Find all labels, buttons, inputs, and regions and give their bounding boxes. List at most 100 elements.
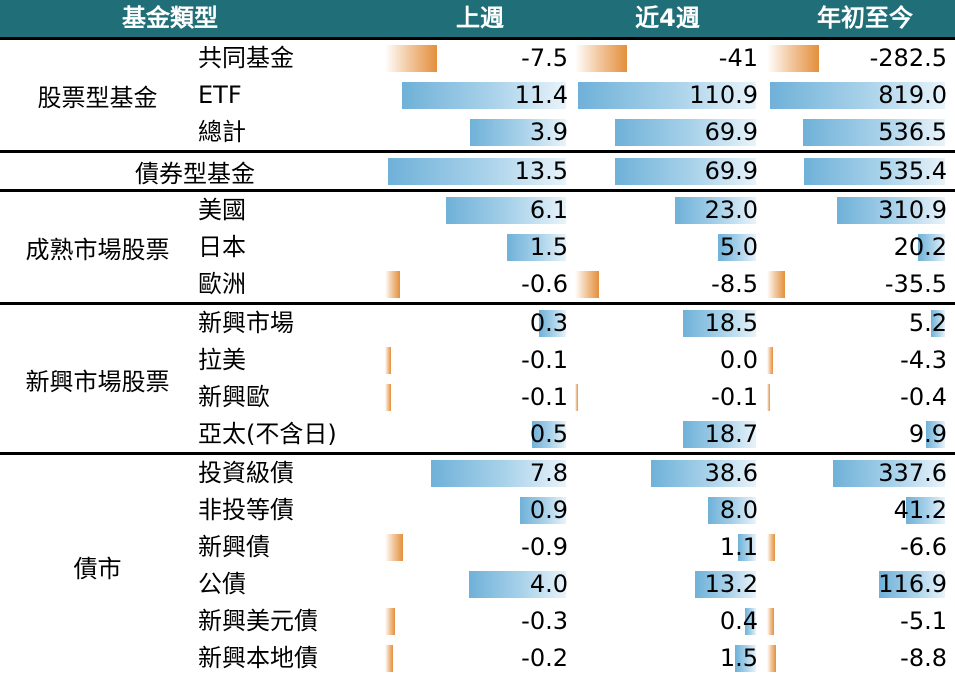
flow-value: 110.9 xyxy=(689,81,758,109)
flow-value: 20.2 xyxy=(893,233,947,261)
row-label: 投資級債 xyxy=(198,459,294,487)
row-label: 拉美 xyxy=(198,346,246,374)
group-label: 債券型基金 xyxy=(135,160,255,188)
value-cell-week: -0.2 xyxy=(385,640,568,677)
flow-value: 69.9 xyxy=(704,118,758,146)
positive-flow-bar xyxy=(615,119,756,146)
group-label: 股票型基金 xyxy=(37,84,158,112)
flow-value: 69.9 xyxy=(704,157,758,185)
positive-flow-bar xyxy=(735,645,756,672)
flow-value: 535.4 xyxy=(878,157,947,185)
flow-value: -41 xyxy=(718,44,758,72)
group-label: 債市 xyxy=(73,554,122,583)
group-separator xyxy=(0,189,955,192)
flow-value: 337.6 xyxy=(878,459,947,487)
value-cell-ytd: -5.1 xyxy=(767,603,947,640)
value-cell-week: -0.6 xyxy=(385,266,568,303)
positive-flow-bar xyxy=(833,460,945,487)
flow-value: 23.0 xyxy=(704,196,758,224)
positive-flow-bar xyxy=(804,158,945,185)
value-cell-week: 11.4 xyxy=(385,77,568,114)
flow-value: -8.8 xyxy=(900,644,947,672)
row-label: 新興市場 xyxy=(198,309,294,337)
value-cell-four-week: 18.7 xyxy=(575,416,758,453)
negative-flow-bar xyxy=(385,534,403,561)
negative-flow-bar xyxy=(575,384,578,411)
positive-flow-bar xyxy=(470,119,566,146)
value-cell-week: -0.1 xyxy=(385,342,568,379)
row-label: 日本 xyxy=(198,233,246,261)
value-cell-week: 0.3 xyxy=(385,305,568,342)
positive-flow-bar xyxy=(745,608,756,635)
value-cell-ytd: -6.6 xyxy=(767,529,947,566)
value-cell-week: 7.8 xyxy=(385,455,568,492)
flow-value: 7.8 xyxy=(529,459,568,487)
group-separator xyxy=(0,37,955,40)
flow-value: -0.6 xyxy=(521,270,568,298)
negative-flow-bar xyxy=(385,384,391,411)
positive-flow-bar xyxy=(578,82,756,109)
value-cell-four-week: -41 xyxy=(575,40,758,77)
positive-flow-bar xyxy=(388,158,566,185)
negative-flow-bar xyxy=(767,384,770,411)
value-cell-ytd: 535.4 xyxy=(767,153,947,190)
positive-flow-bar xyxy=(446,197,566,224)
value-cell-week: 3.9 xyxy=(385,114,568,151)
flow-value: 8.0 xyxy=(719,496,758,524)
flow-value: -4.3 xyxy=(900,346,947,374)
value-cell-ytd: 819.0 xyxy=(767,77,947,114)
group-separator xyxy=(0,452,955,455)
flow-value: 0.0 xyxy=(719,346,758,374)
header-last-week: 上週 xyxy=(456,4,504,32)
flow-value: 9.9 xyxy=(908,420,947,448)
value-cell-week: -7.5 xyxy=(385,40,568,77)
negative-flow-bar xyxy=(385,45,437,72)
row-label: 亞太(不含日) xyxy=(198,420,337,448)
row-label: 共同基金 xyxy=(198,44,294,72)
value-cell-week: 0.5 xyxy=(385,416,568,453)
flow-value: -0.1 xyxy=(521,346,568,374)
value-cell-four-week: 110.9 xyxy=(575,77,758,114)
negative-flow-bar xyxy=(767,347,773,374)
negative-flow-bar xyxy=(575,271,599,298)
positive-flow-bar xyxy=(651,460,756,487)
value-cell-week: 0.9 xyxy=(385,492,568,529)
flow-value: 536.5 xyxy=(878,118,947,146)
group-separator xyxy=(0,150,955,153)
flow-value: -7.5 xyxy=(521,44,568,72)
value-cell-ytd: 310.9 xyxy=(767,192,947,229)
flow-value: 18.7 xyxy=(704,420,758,448)
row-label: 新興債 xyxy=(198,533,270,561)
row-label: 新興美元債 xyxy=(198,607,318,635)
positive-flow-bar xyxy=(906,497,945,524)
value-cell-week: -0.3 xyxy=(385,603,568,640)
value-cell-four-week: 13.2 xyxy=(575,566,758,603)
flow-value: 3.9 xyxy=(529,118,568,146)
negative-flow-bar xyxy=(767,45,819,72)
header-four-weeks: 近4週 xyxy=(635,4,700,32)
flow-value: -0.2 xyxy=(521,644,568,672)
positive-flow-bar xyxy=(879,571,945,598)
group-separator xyxy=(0,302,955,305)
flow-value: 18.5 xyxy=(704,309,758,337)
flow-value: -8.5 xyxy=(711,270,758,298)
row-label: 新興本地債 xyxy=(198,644,318,672)
positive-flow-bar xyxy=(803,119,945,146)
row-label: ETF xyxy=(198,81,242,109)
positive-flow-bar xyxy=(520,497,566,524)
flow-value: -0.9 xyxy=(521,533,568,561)
value-cell-ytd: -4.3 xyxy=(767,342,947,379)
flow-value: 5.2 xyxy=(908,309,947,337)
value-cell-week: 13.5 xyxy=(385,153,568,190)
positive-flow-bar xyxy=(931,310,945,337)
flow-value: 1.1 xyxy=(719,533,758,561)
negative-flow-bar xyxy=(767,271,785,298)
flow-value: 38.6 xyxy=(704,459,758,487)
positive-flow-bar xyxy=(837,197,945,224)
value-cell-week: 6.1 xyxy=(385,192,568,229)
row-label: 總計 xyxy=(198,118,246,146)
value-cell-four-week: 18.5 xyxy=(575,305,758,342)
flow-value: -0.1 xyxy=(521,383,568,411)
row-label: 歐洲 xyxy=(198,270,246,298)
